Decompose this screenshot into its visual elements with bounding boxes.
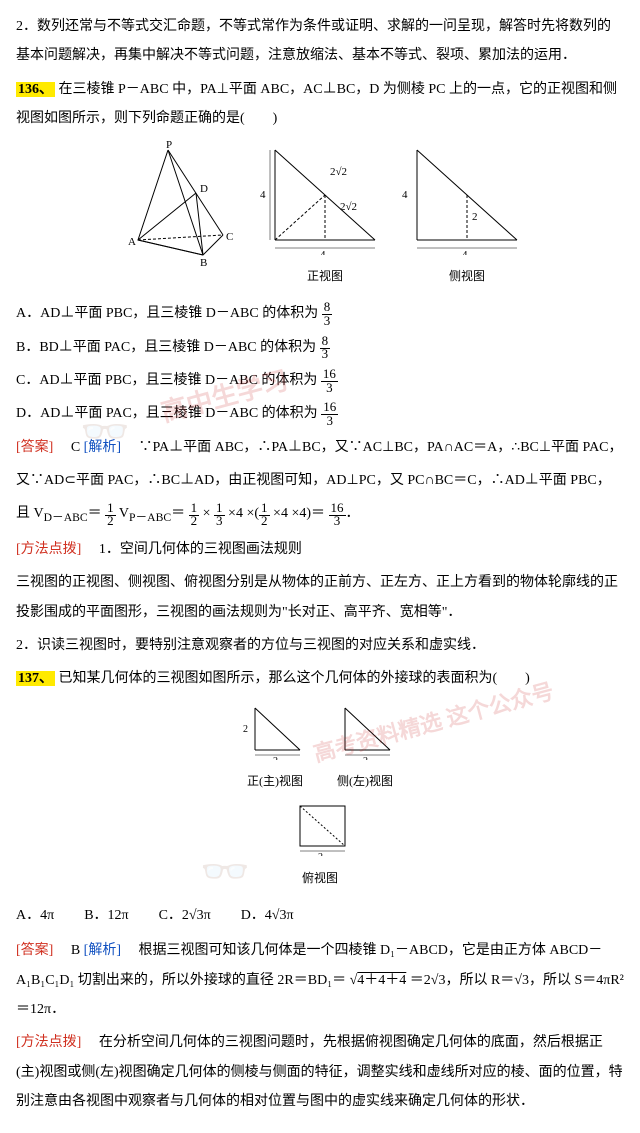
q137-stem: 137、 已知某几何体的三视图如图所示，那么这个几何体的外接球的表面积为( ) (16, 664, 624, 693)
q136-diagrams: P D A B C 4 2√2 2√2 4 正视图 4 (16, 140, 624, 290)
svg-text:4: 4 (260, 189, 266, 201)
diagram-side-view: 4 2 4 侧视图 (402, 140, 532, 290)
side-view-label: 侧视图 (402, 264, 532, 289)
q137-opt-c: C．2√3π (159, 901, 211, 930)
diagram-tetrahedron: P D A B C (108, 140, 248, 290)
q136-expl1: ∵PA⊥平面 ABC，∴PA⊥BC，又∵AC⊥BC，PA∩AC＝A，∴BC⊥平面… (139, 440, 623, 455)
q137-top-view: 2 俯视图 (285, 796, 355, 891)
q136-option-d: D．AD⊥平面 PAC，且三棱锥 D－ABC 的体积为 163 (16, 399, 624, 428)
q137-opt-a: A．4π (16, 901, 54, 930)
q136-stem: 136、 在三棱锥 P－ABC 中，PA⊥平面 ABC，AC⊥BC，D 为侧棱 … (16, 75, 624, 134)
answer-value: C (71, 440, 80, 455)
q137-options: A．4π B．12π C．2√3π D．4√3π (16, 901, 624, 930)
svg-text:2√2: 2√2 (330, 166, 347, 178)
q137-diagrams: 2 2 正(主)视图 2 侧(左)视图 2 俯视图 (16, 700, 624, 891)
front-view-label: 正视图 (260, 264, 390, 289)
q136-number: 136、 (16, 82, 55, 97)
svg-text:4: 4 (462, 249, 468, 255)
svg-text:2√2: 2√2 (340, 201, 357, 213)
q137-method: [方法点拨] 在分析空间几何体的三视图问题时，先根据俯视图确定几何体的底面，然后… (16, 1028, 624, 1116)
answer-label: [答案] (16, 440, 53, 455)
svg-text:2: 2 (318, 852, 323, 856)
q136-answer-line: [答案] C [解析] ∵PA⊥平面 ABC，∴PA⊥BC，又∵AC⊥BC，PA… (16, 433, 624, 462)
q137-number: 137、 (16, 671, 55, 686)
q136-method2: 三视图的正视图、侧视图、俯视图分别是从物体的正前方、正左方、正上方看到的物体轮廓… (16, 568, 624, 627)
q136-option-a: A．AD⊥平面 PBC，且三棱锥 D－ABC 的体积为 83 (16, 299, 624, 328)
q137-front-view: 2 2 正(主)视图 (240, 700, 310, 795)
diagram-front-view: 4 2√2 2√2 4 正视图 (260, 140, 390, 290)
q137-opt-b: B．12π (84, 901, 128, 930)
svg-text:4: 4 (320, 249, 326, 255)
q136-option-b: B．BD⊥平面 PAC，且三棱锥 D－ABC 的体积为 83 (16, 333, 624, 362)
tetrahedron-svg: P D A B C (108, 140, 248, 270)
svg-text:4: 4 (402, 189, 408, 201)
svg-text:C: C (226, 231, 233, 243)
svg-text:2: 2 (363, 756, 368, 760)
intro-paragraph-2: 2．数列还常与不等式交汇命题，不等式常作为条件或证明、求解的一问呈现，解答时先将… (16, 12, 624, 71)
jiexi-label: [解析] (84, 440, 121, 455)
q136-method3: 2．识读三视图时，要特别注意观察者的方位与三视图的对应关系和虚实线． (16, 631, 624, 660)
q136-stem-text: 在三棱锥 P－ABC 中，PA⊥平面 ABC，AC⊥BC，D 为侧棱 PC 上的… (16, 82, 617, 126)
fraction: 83 (322, 300, 333, 327)
front-view-svg: 4 2√2 2√2 4 (260, 140, 390, 255)
side-view-svg: 4 2 4 (402, 140, 532, 255)
svg-text:P: P (166, 140, 172, 151)
q137-opt-d: D．4√3π (241, 901, 294, 930)
q136-method-head: [方法点拨] 1．空间几何体的三视图画法规则 (16, 535, 624, 564)
q137-answer-line: [答案] B [解析] 根据三视图可知该几何体是一个四棱锥 D₁－ABCD，它是… (16, 936, 624, 1024)
svg-text:B: B (200, 257, 207, 269)
q136-expl2: 又∵AD⊂平面 PAC，∴BC⊥AD，由正视图可知，AD⊥PC，又 PC∩BC＝… (16, 466, 624, 495)
svg-text:2: 2 (472, 211, 478, 223)
svg-text:2: 2 (243, 724, 248, 735)
svg-text:A: A (128, 236, 136, 248)
svg-text:D: D (200, 183, 208, 195)
q136-option-c: C．AD⊥平面 PBC，且三棱锥 D－ABC 的体积为 163 (16, 366, 624, 395)
q137-side-view: 2 侧(左)视图 (330, 700, 400, 795)
svg-text:2: 2 (273, 756, 278, 760)
q136-expl3: 且 VD－ABC＝ 12 VP－ABC＝ 12 × 13 ×4 ×(12 ×4 … (16, 499, 624, 530)
